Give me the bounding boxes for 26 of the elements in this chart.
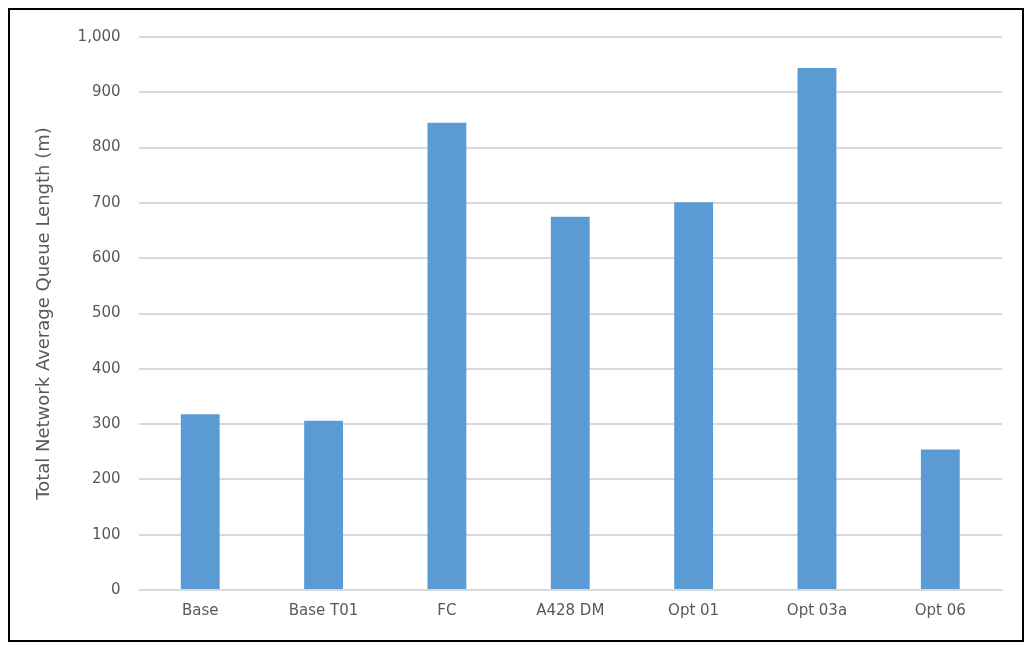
y-tick-label: 1,000: [77, 26, 121, 45]
bar: [674, 202, 714, 589]
y-tick-label: 900: [91, 82, 121, 101]
bar: [304, 420, 343, 589]
y-tick-label: 100: [91, 524, 121, 543]
x-tick-label: Opt 03a: [786, 600, 848, 619]
x-tick-label: Opt 06: [914, 600, 966, 619]
y-tick-label: 600: [91, 248, 121, 267]
y-tick-label: 400: [91, 358, 121, 377]
y-axis-title: Total Network Average Queue Length (m): [32, 127, 54, 501]
y-tick-label: 0: [111, 579, 121, 598]
y-tick-label: 300: [91, 413, 121, 432]
y-tick-label: 500: [91, 303, 121, 322]
y-tick-label: 800: [91, 137, 121, 156]
x-tick-label: A428 DM: [536, 600, 605, 619]
x-tick-label: Base T01: [288, 600, 359, 619]
x-tick-label: Base: [181, 600, 219, 619]
bar: [550, 216, 590, 589]
bar: [180, 414, 220, 589]
bar: [920, 449, 960, 589]
bar: [797, 67, 837, 589]
y-tick-label: 700: [91, 192, 121, 211]
x-tick-label: Opt 01: [668, 600, 720, 619]
y-tick-label: 200: [91, 469, 121, 488]
bar: [427, 122, 467, 589]
x-tick-label: FC: [437, 600, 457, 619]
